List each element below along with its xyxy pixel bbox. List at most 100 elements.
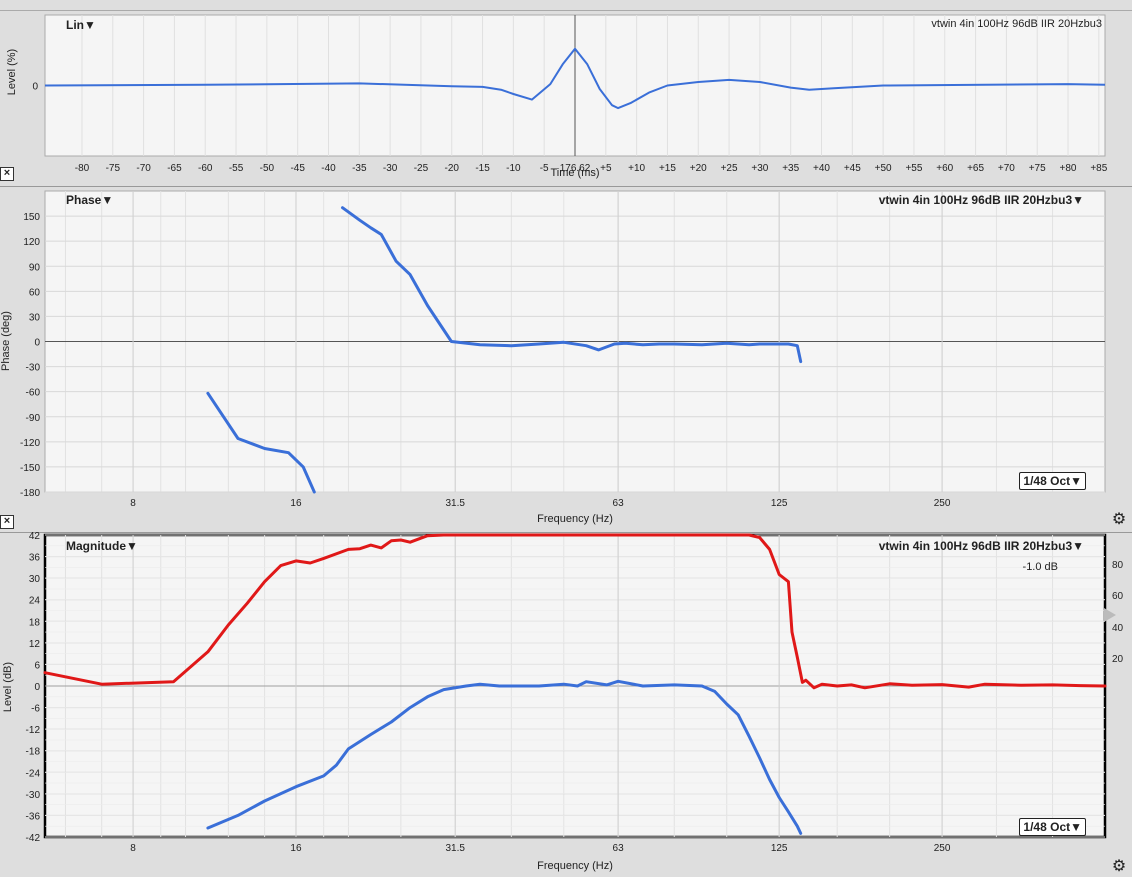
magnitude-y-tick-label: 12 [29, 639, 41, 650]
phase-x-tick-label: 8 [130, 498, 136, 509]
phase-series-line-1 [341, 206, 803, 364]
ir-x-tick-label: +50 [875, 163, 892, 174]
phase-x-tick-label: 250 [934, 498, 951, 509]
magnitude-x-tick-label: 16 [290, 843, 302, 854]
magnitude-x-tick-label: 250 [934, 843, 951, 854]
phase-y-tick-label: 150 [23, 212, 40, 223]
magnitude-panel: 42 36 30 24 18 12 6 0 -6 -12 -18 -24 -30 -36 -42 8 16 31.… [0, 531, 1132, 877]
magnitude-y-tick-label: -6 [31, 704, 40, 715]
ir-x-tick-label: +75 [1029, 163, 1046, 174]
magnitude-right-tick-label: 20 [1112, 654, 1124, 665]
ir-x-tick-label: -15 [475, 163, 490, 174]
ir-x-tick-label: +20 [690, 163, 707, 174]
ir-x-tick-label: +55 [905, 163, 922, 174]
ir-x-tick-label: +40 [813, 163, 830, 174]
phase-close-icon[interactable]: × [0, 515, 14, 529]
magnitude-y-tick-label: 18 [29, 617, 41, 628]
phase-y-tick-label: 0 [34, 338, 40, 349]
magnitude-y-tick-label: 0 [34, 682, 40, 693]
right-axis-slider-handle[interactable] [1104, 608, 1116, 622]
magnitude-y-tick-label: -24 [26, 768, 41, 779]
phase-y-tick-label: 60 [29, 287, 41, 298]
magnitude-y-tick-label: 6 [34, 660, 40, 671]
phase-panel: 150 120 90 60 30 0 -30 -60 -90 -120 -150 -180 8 16 31.… [0, 186, 1132, 531]
magnitude-y-tick-label: 36 [29, 553, 41, 564]
magnitude-trace-label[interactable]: vtwin 4in 100Hz 96dB IIR 20Hzbu3▼ [878, 539, 1084, 553]
ir-x-tick-label: +80 [1060, 163, 1077, 174]
ir-x-tick-label: -70 [136, 163, 151, 174]
phase-y-tick-label: -150 [20, 463, 40, 474]
phase-y-tick-label: 120 [23, 237, 40, 248]
magnitude-y-tick-label: 24 [29, 596, 41, 607]
ir-x-tick-label: +10 [628, 163, 645, 174]
ir-x-tick-label: -45 [290, 163, 305, 174]
magnitude-x-tick-label: 31.5 [445, 843, 465, 854]
ir-y-axis-label: Level (%) [6, 48, 18, 96]
phase-y-tick-label: -60 [26, 388, 41, 399]
phase-trace-label[interactable]: vtwin 4in 100Hz 96dB IIR 20Hzbu3▼ [878, 193, 1084, 207]
ir-x-tick-label: +35 [782, 163, 799, 174]
magnitude-right-tick-label: 60 [1112, 591, 1124, 602]
ir-x-tick-label: +45 [844, 163, 861, 174]
phase-y-tick-label: 90 [29, 262, 41, 273]
phase-x-tick-label: 63 [613, 498, 625, 509]
ir-x-tick-label: -30 [383, 163, 398, 174]
ir-x-tick-label: -25 [414, 163, 429, 174]
phase-series-line-0 [206, 391, 316, 494]
magnitude-smoothing-selector[interactable]: 1/48 Oct▼ [1019, 818, 1086, 836]
phase-y-tick-label: -90 [26, 413, 41, 424]
ir-x-tick-label: -5 [540, 163, 549, 174]
ir-x-tick-label: -40 [321, 163, 336, 174]
phase-y-tick-label: -30 [26, 363, 41, 374]
magnitude-y-tick-label: -18 [26, 747, 41, 758]
phase-panel-title[interactable]: Phase▼ [66, 193, 114, 207]
magnitude-y-tick-label: 42 [29, 531, 41, 542]
ir-close-icon[interactable]: × [0, 167, 14, 181]
magnitude-y-tick-label: -30 [26, 790, 41, 801]
ir-x-tick-label: +60 [936, 163, 953, 174]
magnitude-panel-title[interactable]: Magnitude▼ [66, 539, 138, 553]
ir-trace-label: vtwin 4in 100Hz 96dB IIR 20Hzbu3 [931, 18, 1102, 30]
magnitude-y-tick-label: 30 [29, 574, 41, 585]
magnitude-y-tick-label: -42 [26, 833, 41, 844]
ir-x-tick-label: +85 [1090, 163, 1107, 174]
impulse-response-chart: -80 -75 -70 -65 -60 -55 -50 -45 -40 -35 -30 -25 -20-… [32, 14, 1108, 174]
magnitude-y-axis-label: Level (dB) [2, 661, 14, 713]
magnitude-y-tick-label: -12 [26, 725, 41, 736]
phase-y-tick-label: -180 [20, 488, 40, 499]
phase-y-tick-label: -120 [20, 438, 40, 449]
phase-y-axis-label: Phase (deg) [0, 311, 12, 371]
ir-x-tick-label: -10 [506, 163, 521, 174]
ir-x-tick-label: +25 [721, 163, 738, 174]
magnitude-right-tick-label: 40 [1112, 623, 1124, 634]
ir-x-axis-label: Time (ms) [550, 167, 600, 179]
phase-y-tick-label: 30 [29, 312, 41, 323]
magnitude-series-line-1 [206, 679, 803, 835]
phase-x-tick-label: 31.5 [445, 498, 465, 509]
magnitude-x-tick-label: 63 [613, 843, 625, 854]
magnitude-gear-icon[interactable]: ⚙ [1111, 858, 1127, 875]
phase-chart: 150 120 90 60 30 0 -30 -60 -90 -120 -150 -180 8 16 31.… [20, 190, 1106, 509]
ir-x-tick-label: -55 [229, 163, 244, 174]
ir-panel-title[interactable]: Lin▼ [66, 18, 96, 32]
ir-x-tick-label: -35 [352, 163, 367, 174]
ir-x-tick-label: +5 [600, 163, 612, 174]
magnitude-series-line-0 [43, 533, 1107, 690]
phase-x-axis-label: Frequency (Hz) [537, 513, 613, 525]
ir-x-tick-label: -50 [260, 163, 275, 174]
ir-x-tick-label: +65 [967, 163, 984, 174]
ir-x-tick-label: 176.62 [560, 163, 591, 174]
ir-x-tick-label: -65 [167, 163, 182, 174]
impulse-response-panel: -80 -75 -70 -65 -60 -55 -50 -45 -40 -35 -30 -25 -20-… [0, 10, 1132, 185]
phase-smoothing-selector[interactable]: 1/48 Oct▼ [1019, 472, 1086, 490]
magnitude-x-tick-label: 125 [771, 843, 788, 854]
phase-gear-icon[interactable]: ⚙ [1111, 511, 1127, 528]
ir-x-tick-label: +15 [659, 163, 676, 174]
ir-y-tick-label: 0 [32, 82, 38, 93]
ir-series-line [44, 47, 1106, 110]
magnitude-y-tick-label: -36 [26, 811, 41, 822]
phase-x-tick-label: 125 [771, 498, 788, 509]
ir-x-tick-label: +70 [998, 163, 1015, 174]
ir-x-tick-label: -75 [106, 163, 121, 174]
